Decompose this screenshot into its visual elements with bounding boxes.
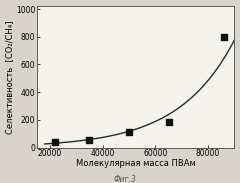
Text: Фиг.3: Фиг.3 bbox=[113, 175, 136, 183]
X-axis label: Молекулярная масса ПВАм: Молекулярная масса ПВАм bbox=[76, 159, 195, 168]
Point bbox=[167, 120, 170, 123]
Point bbox=[222, 35, 226, 38]
Point bbox=[88, 139, 91, 142]
Y-axis label: Селективность  [CO₂/CH₄]: Селективность [CO₂/CH₄] bbox=[6, 20, 15, 134]
Point bbox=[127, 131, 131, 134]
Point bbox=[53, 141, 57, 144]
